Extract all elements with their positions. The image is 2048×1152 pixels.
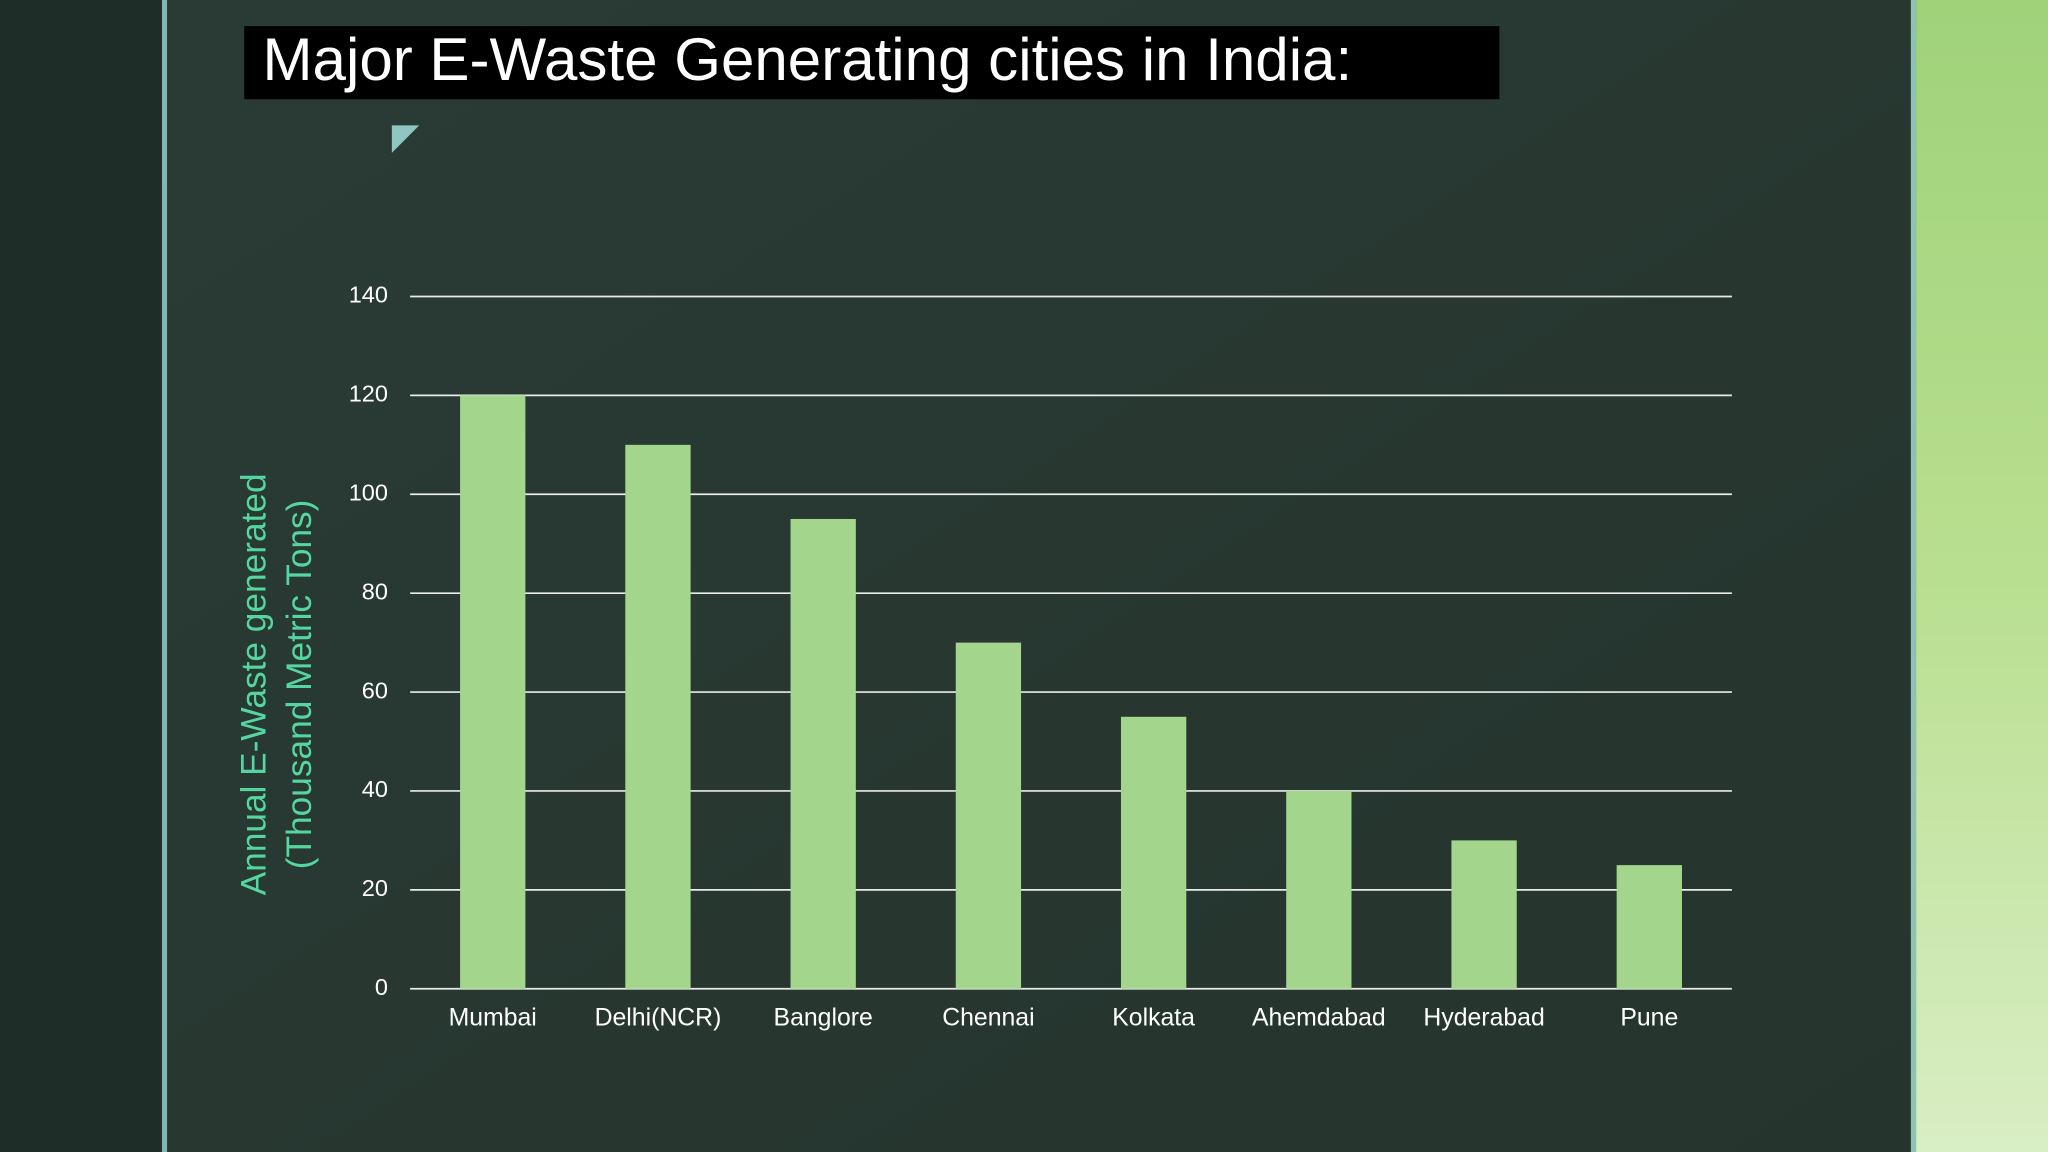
x-tick-label: Delhi(NCR) [595, 1004, 722, 1031]
right-panel [1916, 0, 2048, 1152]
bar [790, 518, 856, 989]
bar [460, 395, 526, 989]
bar [1286, 790, 1352, 989]
x-tick-label: Mumbai [449, 1004, 537, 1031]
x-tick-label: Kolkata [1112, 1004, 1195, 1031]
y-tick-label: 60 [362, 677, 388, 703]
y-tick-label: 20 [362, 875, 388, 901]
bar [955, 642, 1022, 989]
y-tick-label: 120 [349, 381, 388, 407]
bar [1616, 865, 1682, 989]
x-tick-label: Banglore [774, 1004, 873, 1031]
title-box [244, 26, 1500, 100]
y-axis-label: Annual E-Waste generated (Thousand Metri… [234, 473, 319, 895]
y-label-line: Annual E-Waste generated [234, 473, 273, 895]
y-tick-label: 40 [362, 776, 388, 802]
right-border [1910, 0, 1917, 1152]
x-tick-label: Pune [1620, 1004, 1678, 1031]
x-tick-label: Hyderabad [1423, 1004, 1544, 1031]
y-tick-label: 0 [375, 974, 388, 1000]
chart-title: Major E-Waste Generating cities in India… [263, 26, 1353, 93]
y-tick-label: 140 [349, 282, 388, 308]
bar [1451, 840, 1517, 989]
y-label-line: (Thousand Metric Tons) [280, 500, 319, 870]
left-border [161, 0, 168, 1152]
bar [1120, 716, 1187, 989]
x-tick-label: Chennai [942, 1004, 1034, 1031]
left-strip [0, 0, 165, 1152]
y-tick-label: 100 [349, 479, 388, 505]
y-tick-label: 80 [362, 578, 388, 604]
bar [625, 444, 691, 989]
x-tick-label: Ahemdabad [1252, 1004, 1386, 1031]
